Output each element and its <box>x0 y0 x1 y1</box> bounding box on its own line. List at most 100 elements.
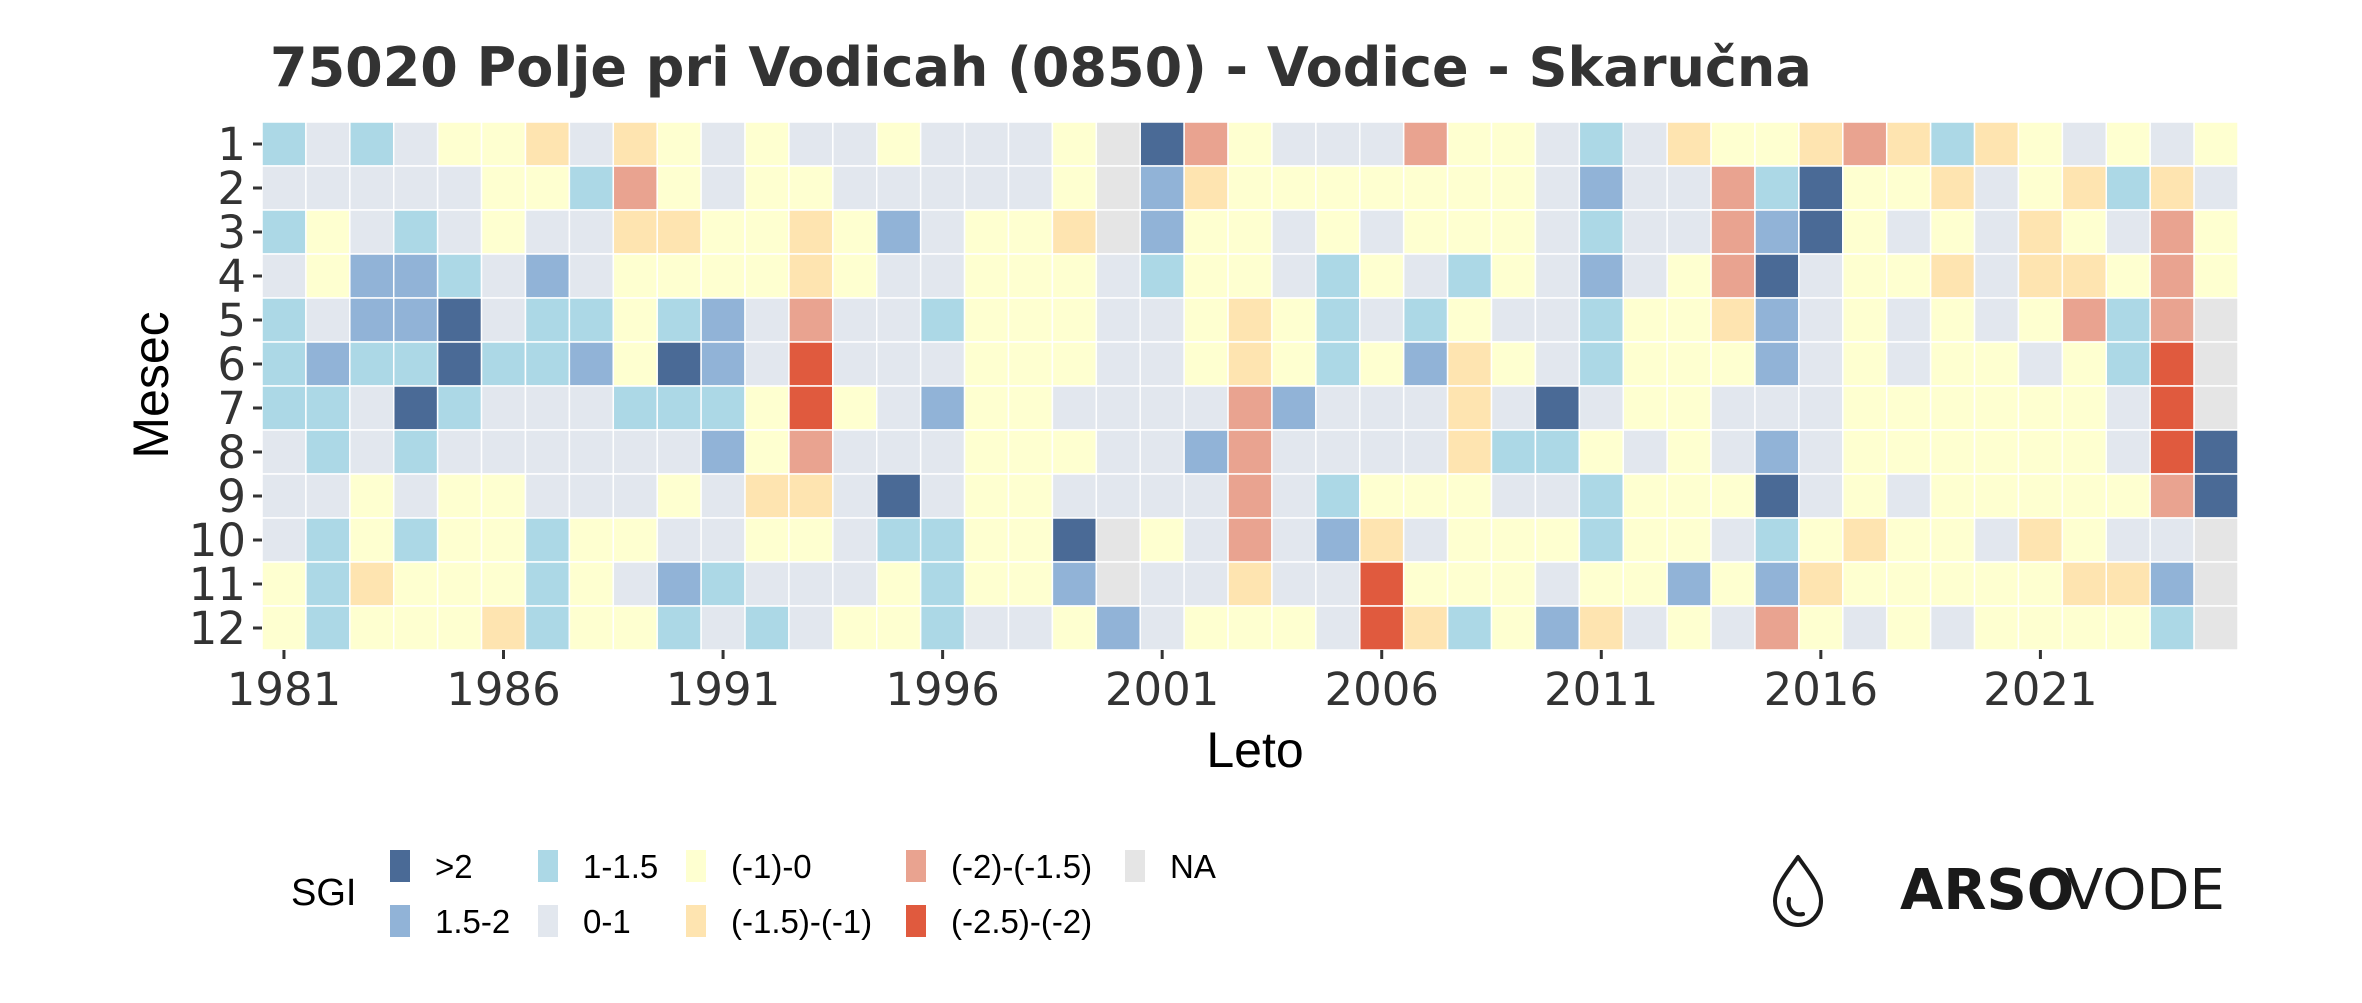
legend-label: (-2)-(-1.5) <box>951 848 1092 885</box>
heatmap-cell <box>1402 429 1449 475</box>
heatmap-cell <box>1139 253 1185 299</box>
heatmap-cell <box>832 341 878 387</box>
heatmap-cell <box>1139 297 1185 343</box>
x-tick-label: 2016 <box>1764 663 1879 716</box>
heatmap-cell <box>656 561 702 607</box>
heatmap-cell <box>1578 473 1624 519</box>
heatmap-cell <box>919 209 966 255</box>
heatmap-cell <box>1578 297 1624 343</box>
heatmap-cell <box>480 165 527 211</box>
heatmap-cell <box>1973 209 2020 255</box>
heatmap-cell <box>1754 605 1800 651</box>
heatmap-cell <box>1973 385 2020 431</box>
heatmap-cell <box>1183 341 1229 387</box>
heatmap-cell <box>2017 473 2064 519</box>
legend-label: >2 <box>435 848 473 885</box>
legend-title: SGI <box>291 872 356 914</box>
heatmap-cell <box>261 385 307 431</box>
heatmap-cell <box>1710 209 1756 255</box>
heatmap-cell <box>919 165 966 211</box>
heatmap-cell <box>1842 297 1888 343</box>
heatmap-cell <box>2017 297 2064 343</box>
heatmap-cell <box>1842 385 1888 431</box>
heatmap-cell <box>1402 561 1449 607</box>
heatmap-cell <box>1973 429 2020 475</box>
heatmap-cell <box>1534 429 1581 475</box>
heatmap-cell <box>1271 253 1317 299</box>
legend-key <box>538 905 558 937</box>
heatmap-cell <box>1051 605 1098 651</box>
heatmap-cell <box>261 605 307 651</box>
heatmap-cell <box>1578 385 1624 431</box>
heatmap-cell <box>2061 561 2108 607</box>
heatmap-cell <box>1754 121 1800 167</box>
heatmap-cell <box>1710 561 1756 607</box>
heatmap-cell <box>1842 253 1888 299</box>
heatmap-cell <box>1885 297 1932 343</box>
heatmap-cell <box>1315 385 1361 431</box>
heatmap-cell <box>1490 253 1537 299</box>
heatmap-cell <box>2061 341 2108 387</box>
heatmap-cell <box>305 517 351 563</box>
heatmap-cell <box>2017 385 2064 431</box>
heatmap-cell <box>1885 517 1932 563</box>
legend-label: (-1.5)-(-1) <box>731 903 872 940</box>
heatmap-cell <box>1710 605 1756 651</box>
heatmap-cell <box>656 473 702 519</box>
heatmap-cell <box>392 341 439 387</box>
heatmap-cell <box>1754 561 1800 607</box>
heatmap-cell <box>305 473 351 519</box>
heatmap-cell <box>1315 473 1361 519</box>
heatmap-cell <box>788 209 834 255</box>
heatmap-cell <box>1578 121 1624 167</box>
heatmap-cell <box>919 429 966 475</box>
heatmap-cell <box>1798 209 1844 255</box>
heatmap-cell <box>1271 121 1317 167</box>
heatmap-cell <box>700 429 746 475</box>
heatmap-cell <box>919 297 966 343</box>
heatmap-cell <box>1666 561 1712 607</box>
heatmap-cell <box>2017 165 2064 211</box>
heatmap-cell <box>2061 473 2108 519</box>
heatmap-cell <box>524 297 571 343</box>
heatmap-cell <box>1315 253 1361 299</box>
heatmap-cell <box>788 121 834 167</box>
heatmap-cell <box>1007 253 1054 299</box>
heatmap-cell <box>1754 341 1800 387</box>
heatmap-cell <box>1534 561 1581 607</box>
heatmap-cell <box>1095 561 1141 607</box>
heatmap-cell <box>612 165 658 211</box>
heatmap-cell <box>919 253 966 299</box>
y-tick-label: 6 <box>217 338 246 391</box>
heatmap-cell <box>612 121 658 167</box>
heatmap-cell <box>1885 561 1932 607</box>
heatmap-cell <box>1534 165 1581 211</box>
heatmap-cell <box>1095 297 1141 343</box>
heatmap-cell <box>1446 297 1493 343</box>
heatmap-cell <box>436 429 483 475</box>
heatmap-cell <box>349 473 395 519</box>
heatmap-cell <box>744 121 790 167</box>
heatmap-cell <box>392 297 439 343</box>
heatmap-cell <box>744 385 790 431</box>
heatmap-cell <box>2061 297 2108 343</box>
heatmap-cell <box>919 473 966 519</box>
heatmap-cell <box>1007 605 1054 651</box>
heatmap-cell <box>788 341 834 387</box>
heatmap-cell <box>1315 429 1361 475</box>
heatmap-cell <box>1095 341 1141 387</box>
heatmap-cell <box>1315 297 1361 343</box>
heatmap-cell <box>1710 341 1756 387</box>
legend-label: 0-1 <box>583 903 631 940</box>
x-tick-label: 2001 <box>1105 663 1220 716</box>
heatmap-cell <box>1359 605 1405 651</box>
heatmap-cell <box>436 341 483 387</box>
heatmap-cell <box>261 517 307 563</box>
heatmap-cell <box>1929 473 1976 519</box>
heatmap-cell <box>349 297 395 343</box>
heatmap-cell <box>1666 121 1712 167</box>
y-axis-title: Mesec <box>123 311 179 458</box>
heatmap-cell <box>2193 209 2239 255</box>
heatmap-cell <box>656 517 702 563</box>
